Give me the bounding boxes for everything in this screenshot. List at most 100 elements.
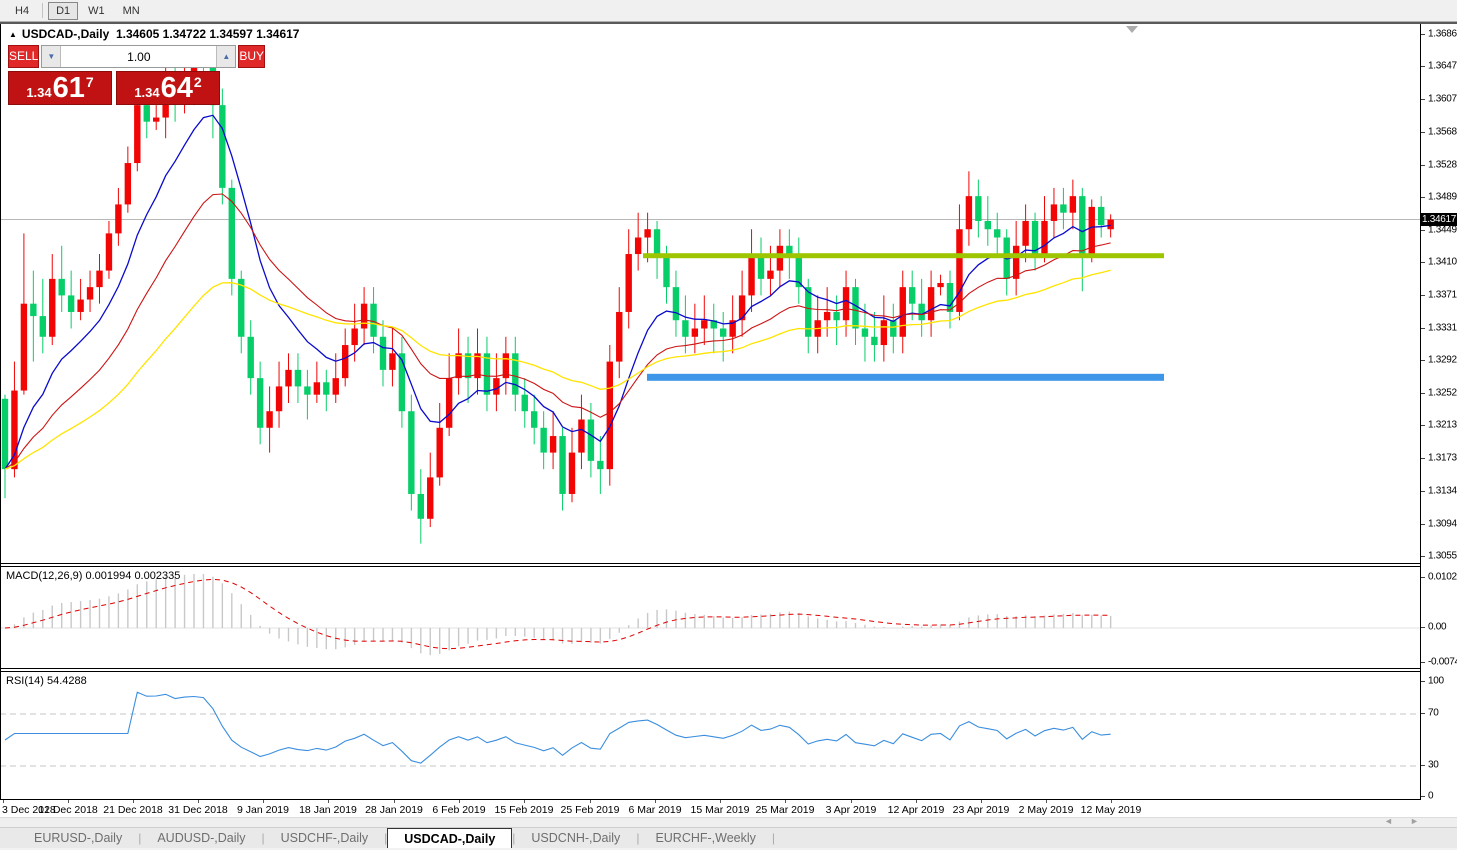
rsi-label: RSI(14) 54.4288 [6,675,87,687]
rsi-axis-label-tick [1421,681,1425,682]
candle-body [427,477,434,519]
date-axis[interactable]: 3 Dec 2018 12 Dec 2018 21 Dec 2018 31 Dec 2… [0,800,1421,816]
tab-usdcad-daily[interactable]: USDCAD-,Daily [387,828,513,848]
price-tick-label-tick [1421,230,1425,232]
candle-body [871,336,878,346]
candle-body [1031,220,1039,255]
candle-body [682,320,689,337]
price-axis[interactable]: 1.36860 1.36470 1.36070 1.35680 1.35280 1.348… [1421,24,1457,802]
date-label: 25 Feb 2019 [560,804,620,816]
candle-body [691,328,699,337]
chart-window-top-border [0,22,1457,24]
candle-body [124,163,132,205]
support-line[interactable] [647,373,1164,381]
horizontal-scrollbar[interactable]: ◄ ► [0,816,1457,828]
tab-separator: | [261,831,265,845]
candle-body [937,283,944,288]
timeframe-button-mn[interactable]: MN [122,4,140,17]
candle-body [786,245,793,255]
candle-body [115,204,122,234]
candle-body [398,353,406,412]
candle-body [247,336,254,379]
scroll-left-icon[interactable]: ◄ [1384,816,1393,826]
candle-body [30,303,37,317]
macd-pane[interactable] [0,567,1421,673]
price-tick-label-tick [1421,34,1425,35]
candle-body [1098,206,1105,226]
scroll-right-icon[interactable]: ► [1410,816,1419,826]
price-tick-label-tick [1421,393,1425,395]
candle-body [597,460,604,470]
sell-quote-box[interactable]: 1.34 61 7 [8,71,112,105]
candle-body [58,278,65,296]
candle-body [1022,220,1029,246]
timeframe-button-h4[interactable]: H4 [15,4,30,17]
tab-usdchf-daily[interactable]: USDCHF-,Daily [280,831,369,845]
candle-body [96,270,103,288]
resistance-line[interactable] [643,253,1164,259]
one-click-toggle-icon[interactable]: ▲ [9,30,17,39]
buy-button[interactable]: BUY [238,45,266,68]
candle-body [417,493,424,519]
buy-quote-box[interactable]: 1.34 64 2 [116,71,220,105]
price-tick-label: 1.36470 [1428,60,1457,72]
candle-body [370,303,377,337]
price-tick-label-tick [1421,99,1425,101]
date-tick [3,800,4,803]
timeframe-button-d1[interactable]: D1 [48,1,79,20]
candle-body [294,369,302,387]
candle-body [39,316,46,337]
candle-body [49,278,56,337]
date-label: 25 Mar 2019 [755,804,815,816]
candle-body [1060,204,1067,213]
candle-body [323,382,330,395]
candle-body [1,398,9,470]
date-tick [851,800,852,803]
pane-right-border [1420,24,1421,800]
sell-price-main: 61 [52,72,85,104]
volume-stepper: ▼ ▲ [41,45,237,68]
price-tick-label: 1.32520 [1428,387,1457,399]
volume-increase-icon[interactable]: ▲ [216,46,236,67]
date-tick [263,800,264,803]
tab-usdcnh-daily[interactable]: USDCNH-,Daily [531,831,621,845]
date-tick [1046,800,1047,803]
price-tick-label-tick [1421,523,1425,525]
pane-left-border [0,24,1,800]
candle-body [493,378,500,395]
date-label: 2 May 2019 [1018,804,1074,816]
candle-body [521,394,528,412]
sell-button[interactable]: SELL [8,45,40,68]
macd-pane-top-border [0,566,1421,567]
volume-decrease-icon[interactable]: ▼ [42,46,62,67]
candle-body [994,229,1001,238]
chart-shift-marker-icon[interactable] [1126,26,1138,33]
candle-body [880,320,888,346]
ma-22-line [4,193,1111,470]
macd-signal-line [4,578,1111,650]
price-tick-label-tick [1421,458,1425,460]
tab-separator: | [636,831,640,845]
candle-body [729,320,736,337]
price-tick-label: 1.35280 [1428,159,1457,171]
candle-body [360,303,368,329]
candle-body [445,378,453,428]
sell-price-pip: 7 [85,74,94,90]
rsi-axis-label: 30 [1428,759,1439,771]
candle-body [531,411,538,428]
rsi-pane[interactable] [0,672,1421,804]
date-tick [198,800,199,803]
price-tick-label: 1.35680 [1428,126,1457,138]
tab-eurchf-weekly[interactable]: EURCHF-,Weekly [655,831,756,845]
candle-body [313,382,321,395]
candle-body [266,411,273,428]
date-tick [981,800,982,803]
candle-body [455,353,462,379]
price-chart-pane[interactable] [0,24,1421,568]
tab-eurusd-daily[interactable]: EURUSD-,Daily [34,831,123,845]
candle-body [956,229,963,312]
macd-axis-label-tick [1421,662,1425,663]
tab-audusd-daily[interactable]: AUDUSD-,Daily [157,831,246,845]
volume-input[interactable] [61,46,217,67]
timeframe-button-w1[interactable]: W1 [88,4,105,17]
